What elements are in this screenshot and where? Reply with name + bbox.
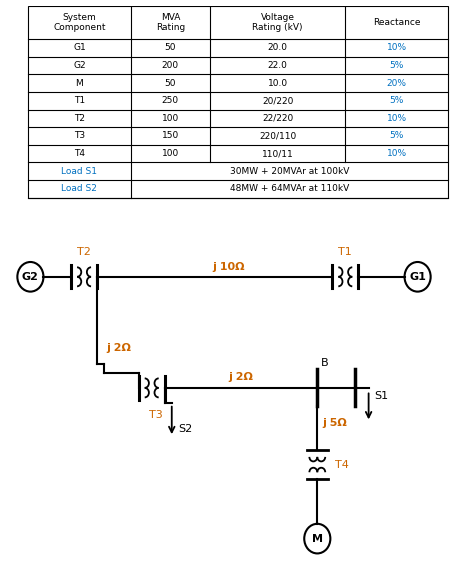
Text: 5%: 5% xyxy=(389,96,404,105)
Text: 250: 250 xyxy=(162,96,179,105)
Text: 20.0: 20.0 xyxy=(268,44,288,52)
Text: 20/220: 20/220 xyxy=(262,96,293,105)
Text: T1: T1 xyxy=(338,247,352,257)
Text: T4: T4 xyxy=(74,149,85,158)
Text: T2: T2 xyxy=(74,114,85,123)
Text: System
Component: System Component xyxy=(53,13,106,32)
Text: 10.0: 10.0 xyxy=(268,79,288,88)
Text: G2: G2 xyxy=(22,272,39,282)
Text: 5%: 5% xyxy=(389,61,404,70)
Text: j 2Ω: j 2Ω xyxy=(228,371,253,382)
Text: j 10Ω: j 10Ω xyxy=(212,261,245,272)
Text: Reactance: Reactance xyxy=(373,18,420,27)
Text: Load S1: Load S1 xyxy=(61,167,98,176)
Text: 110/11: 110/11 xyxy=(262,149,294,158)
Text: 10%: 10% xyxy=(387,44,407,52)
Text: MVA
Rating: MVA Rating xyxy=(156,13,185,32)
Text: T1: T1 xyxy=(74,96,85,105)
Text: 50: 50 xyxy=(165,79,176,88)
Text: M: M xyxy=(312,533,323,544)
Text: 220/110: 220/110 xyxy=(259,131,296,140)
Text: 100: 100 xyxy=(162,114,179,123)
Text: S1: S1 xyxy=(374,391,388,401)
Text: G1: G1 xyxy=(73,44,86,52)
Text: G2: G2 xyxy=(73,61,86,70)
Text: j 2Ω: j 2Ω xyxy=(107,343,131,353)
Text: G1: G1 xyxy=(409,272,426,282)
Text: 10%: 10% xyxy=(387,114,407,123)
Text: B: B xyxy=(321,358,328,368)
Text: Voltage
Rating (kV): Voltage Rating (kV) xyxy=(252,13,303,32)
Text: 200: 200 xyxy=(162,61,179,70)
Text: 22/220: 22/220 xyxy=(262,114,293,123)
Text: 10%: 10% xyxy=(387,149,407,158)
Text: M: M xyxy=(76,79,83,88)
Text: T3: T3 xyxy=(149,410,163,420)
Text: 48MW + 64MVAr at 110kV: 48MW + 64MVAr at 110kV xyxy=(230,185,349,193)
Text: 5%: 5% xyxy=(389,131,404,140)
Text: j 5Ω: j 5Ω xyxy=(322,418,347,428)
Text: Load S2: Load S2 xyxy=(61,185,97,193)
Text: 150: 150 xyxy=(162,131,179,140)
Text: 22.0: 22.0 xyxy=(268,61,288,70)
Text: 50: 50 xyxy=(165,44,176,52)
Text: 20%: 20% xyxy=(387,79,407,88)
Text: T3: T3 xyxy=(74,131,85,140)
Text: 30MW + 20MVAr at 100kV: 30MW + 20MVAr at 100kV xyxy=(229,167,349,176)
Text: T4: T4 xyxy=(335,460,349,469)
Bar xyxy=(28,6,448,198)
Text: 100: 100 xyxy=(162,149,179,158)
Text: S2: S2 xyxy=(178,424,192,434)
Text: T2: T2 xyxy=(77,247,91,257)
